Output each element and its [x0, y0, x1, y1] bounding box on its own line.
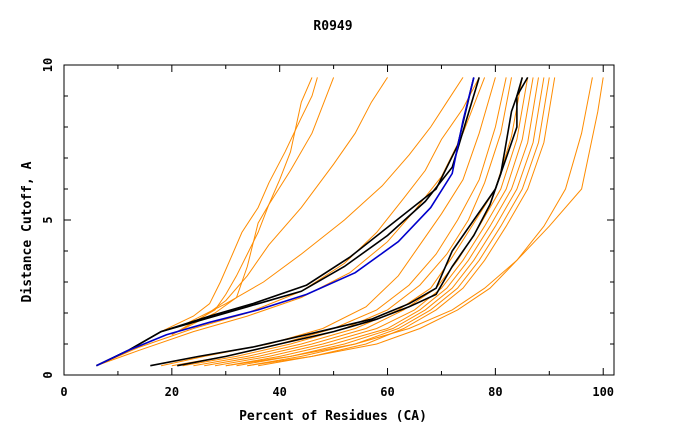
series-line-13	[171, 77, 507, 367]
series-line-17	[214, 77, 534, 367]
series-line-22	[225, 77, 604, 367]
y-tick-label: 10	[41, 58, 55, 72]
series-lines	[96, 76, 604, 367]
series-line-20	[247, 77, 550, 367]
series-line-21	[258, 77, 556, 367]
x-tick-label: 80	[488, 385, 502, 399]
series-line-23	[247, 77, 593, 367]
series-line-18	[225, 77, 539, 367]
x-tick-label: 0	[60, 385, 67, 399]
series-line-14	[182, 77, 512, 367]
x-axis-label: Percent of Residues (CA)	[239, 409, 427, 424]
y-axis-label: Distance Cutoff, A	[20, 161, 35, 302]
chart-title: R0949	[313, 19, 352, 34]
y-tick-label: 5	[41, 216, 55, 223]
series-line-2	[96, 77, 475, 367]
x-tick-label: 100	[592, 385, 614, 399]
series-line-11	[96, 77, 486, 367]
plot-frame	[63, 64, 615, 376]
axis-ticks	[63, 64, 614, 376]
series-line-1	[96, 77, 480, 367]
x-tick-label: 40	[272, 385, 286, 399]
series-line-5	[160, 77, 318, 333]
series-line-6	[171, 77, 313, 336]
series-line-9	[182, 77, 464, 326]
x-tick-label: 20	[165, 385, 179, 399]
series-line-8	[171, 77, 388, 336]
series-line-10	[96, 77, 480, 367]
series-line-3	[150, 76, 529, 367]
x-tick-label: 60	[380, 385, 394, 399]
series-line-4	[177, 77, 524, 367]
series-line-19	[236, 77, 545, 367]
tick-labels: 0 20 40 60 80 100 0 5 10	[41, 58, 614, 399]
series-line-7	[182, 77, 335, 329]
y-tick-label: 0	[41, 371, 55, 378]
